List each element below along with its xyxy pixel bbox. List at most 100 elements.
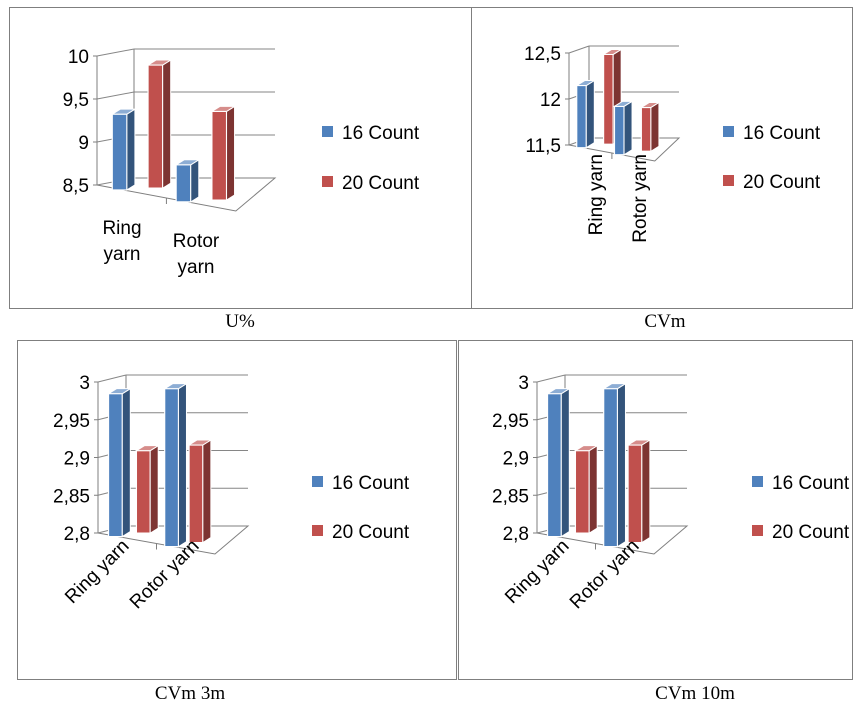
bar-top-face <box>639 101 661 108</box>
y-tick-label: 2,95 <box>492 411 529 432</box>
bar-series-2 <box>626 439 652 544</box>
bar-series-1 <box>110 108 137 191</box>
x-category-label: Ring yarn <box>102 218 141 265</box>
gridline-side <box>97 374 127 383</box>
bar-top-face <box>162 383 189 390</box>
gridline-side <box>568 45 590 54</box>
legend: 16 Count 20 Count <box>723 123 821 193</box>
legend-swatch <box>752 476 763 487</box>
bar-top-face <box>146 59 173 66</box>
legend: 16 Count 20 Count <box>322 123 420 194</box>
bar-series-1 <box>174 158 201 203</box>
bar-top-face <box>626 439 652 446</box>
legend-swatch <box>322 176 333 187</box>
bar-top-face <box>545 388 572 395</box>
bar-series-1 <box>162 382 189 548</box>
bar-series-2 <box>146 59 173 190</box>
legend-label: 16 Count <box>743 123 821 144</box>
bar-top-face <box>574 80 597 87</box>
legend-swatch <box>312 476 323 487</box>
legend-label: 20 Count <box>772 522 850 543</box>
bar-front-face <box>574 450 590 534</box>
bar-front-face <box>546 393 562 538</box>
gridline-side <box>96 91 135 100</box>
x-category-label: Ring yarn <box>501 536 573 608</box>
legend-label: 20 Count <box>342 173 420 194</box>
legend-swatch <box>322 126 333 137</box>
legend-label: 20 Count <box>332 522 410 543</box>
y-tick-label: 2,8 <box>64 524 90 545</box>
x-category-label: Rotor yarn <box>566 536 644 614</box>
y-tick-label: 9,5 <box>63 90 89 111</box>
bar-series-2 <box>210 105 237 202</box>
y-tick-label: 12 <box>540 90 561 111</box>
bar-series-2 <box>639 101 661 153</box>
bar-front-face <box>627 444 643 544</box>
bar-series-1 <box>106 387 133 538</box>
chart-caption-cvm: CVm <box>644 311 686 332</box>
chart-caption-u-percent: U% <box>225 311 255 332</box>
bar-top-face <box>187 439 213 446</box>
bars <box>574 48 661 156</box>
x-category-label: Ring yarn <box>586 154 607 235</box>
chart-caption-cvm-10m: CVm 10m <box>655 683 735 704</box>
y-tick-label: 2,85 <box>53 486 90 507</box>
bars <box>110 59 237 203</box>
bar-series-2 <box>134 444 160 535</box>
chart-caption-cvm-3m: CVm 3m <box>154 683 226 704</box>
x-category-label: Rotor yarn <box>173 231 220 278</box>
legend-label: 16 Count <box>332 473 410 494</box>
gridline-side <box>96 48 135 57</box>
bar-top-face <box>210 105 237 112</box>
gridline-side <box>536 374 566 383</box>
bar-series-1 <box>612 100 634 156</box>
bar-series-1 <box>545 387 572 538</box>
y-tick-label: 2,9 <box>503 449 529 470</box>
bars <box>545 382 652 548</box>
legend-swatch <box>723 175 734 186</box>
legend-label: 16 Count <box>342 123 420 144</box>
bar-series-1 <box>601 382 628 548</box>
bar-series-2 <box>187 439 213 544</box>
legend-swatch <box>312 525 323 536</box>
y-tick-label: 9 <box>78 133 89 154</box>
bar-top-face <box>612 100 634 107</box>
legend: 16 Count 20 Count <box>312 473 410 543</box>
x-category-label: Rotor yarn <box>630 154 651 243</box>
y-tick-label: 11,5 <box>525 136 561 157</box>
y-tick-label: 12,5 <box>524 44 561 65</box>
legend-label: 16 Count <box>772 473 850 494</box>
bar-front-face <box>603 388 619 548</box>
labels: 8,5 9 9,5 10 Ring yarn Rotor yarn 16 Count 20 Cou… <box>63 47 420 278</box>
bar-side-face <box>641 439 651 544</box>
y-tick-label: 2,95 <box>53 411 90 432</box>
bar-top-face <box>110 108 137 115</box>
legend-swatch <box>752 525 763 536</box>
bar-top-face <box>174 159 201 166</box>
bar-top-face <box>601 48 623 55</box>
chart-panel-cvm-3m <box>17 340 457 680</box>
legend: 16 Count 20 Count <box>752 473 850 543</box>
bar-top-face <box>106 388 133 395</box>
legend-label: 20 Count <box>743 172 821 193</box>
y-tick-label: 3 <box>79 373 90 394</box>
bar-series-1 <box>574 79 597 149</box>
legend-swatch <box>723 126 734 137</box>
bar-side-face <box>560 387 570 538</box>
bar-top-face <box>573 445 599 452</box>
bar-series-2 <box>573 444 599 535</box>
y-tick-label: 3 <box>518 373 529 394</box>
bar-side-face <box>588 444 598 535</box>
y-tick-label: 2,8 <box>503 524 529 545</box>
bars <box>106 382 213 548</box>
bar-top-face <box>601 383 628 390</box>
y-tick-label: 2,85 <box>492 486 529 507</box>
y-tick-label: 10 <box>68 47 89 68</box>
labels: 11,5 12 12,5 Ring yarn Rotor yarn 16 Count 20 … <box>524 44 821 243</box>
bar-side-face <box>616 382 626 548</box>
y-tick-label: 2,9 <box>64 449 90 470</box>
